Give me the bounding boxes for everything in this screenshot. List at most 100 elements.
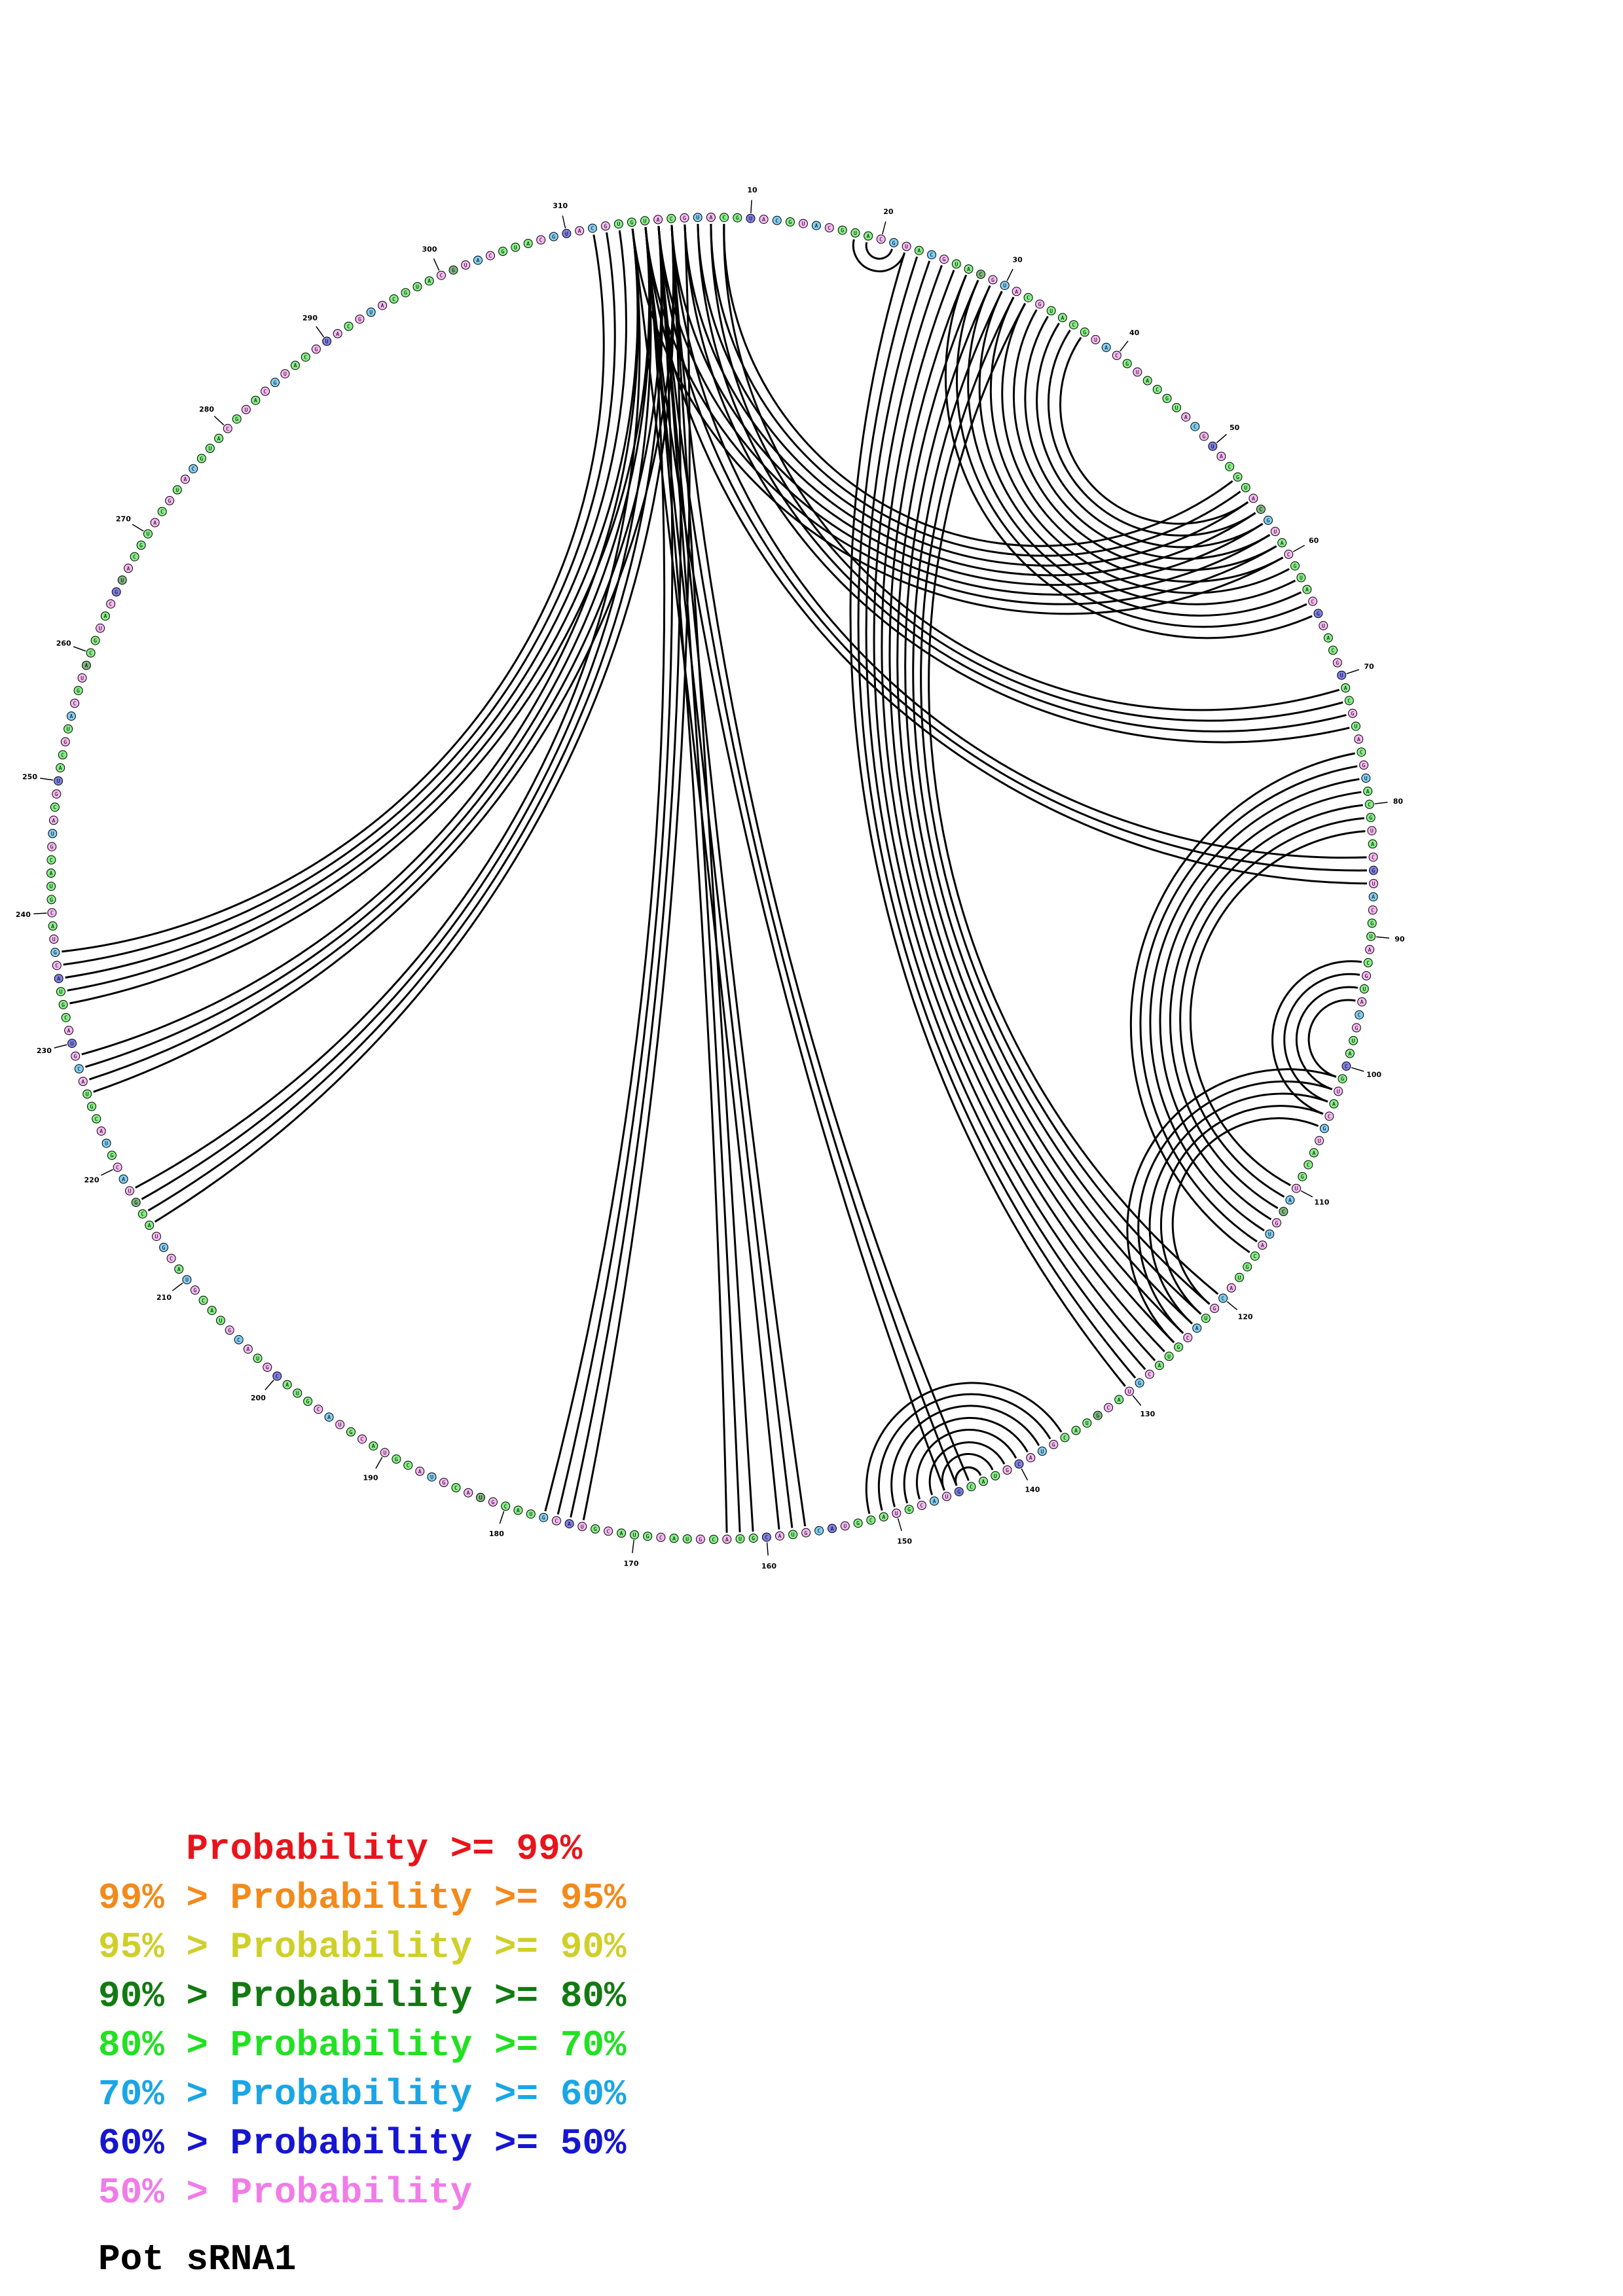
nucleotide (47, 842, 57, 852)
nucleotide-letter: G (1336, 660, 1339, 666)
nucleotide (1162, 393, 1172, 403)
nucleotide (577, 1522, 587, 1532)
nucleotide-letter: C (818, 1528, 821, 1534)
nucleotide (1368, 892, 1378, 902)
nucleotide (523, 239, 533, 248)
tick-label: 160 (761, 1562, 776, 1570)
nucleotide (461, 260, 471, 270)
nucleotide-letter: A (148, 1223, 151, 1229)
legend-label: Probability >= 70% (230, 2024, 627, 2066)
nucleotide (501, 1501, 511, 1511)
nucleotide-letter: A (254, 398, 257, 404)
nucleotide-letter: U (1352, 1038, 1355, 1044)
probability-legend: Probability >= 99% 99% > Probability >= … (98, 1826, 753, 2232)
nucleotide-letter: U (685, 1536, 689, 1542)
structure-title: Pot sRNA1 (98, 2238, 297, 2280)
nucleotide-letter: G (1370, 921, 1374, 927)
base-pair-arc (865, 260, 1146, 1371)
nucleotide (979, 1477, 988, 1486)
base-pair-arc (670, 224, 1367, 859)
nucleotide-letter: G (1275, 1220, 1279, 1226)
nucleotide (152, 1232, 161, 1242)
nucleotide (272, 1371, 282, 1381)
nucleotide (1114, 1395, 1124, 1405)
nucleotide-letter: G (943, 257, 946, 262)
nucleotide-letter: C (1328, 1113, 1331, 1119)
nucleotide-letter: U (843, 1523, 847, 1529)
nucleotide-letter: A (285, 1382, 289, 1388)
nucleotide (1142, 376, 1152, 386)
nucleotide (709, 1535, 719, 1544)
nucleotide-letter: G (1125, 361, 1129, 367)
nucleotide-letter: C (1107, 1405, 1110, 1411)
nucleotide (261, 386, 270, 396)
nucleotide (1302, 584, 1312, 594)
nucleotide (1210, 1304, 1220, 1313)
nucleotide-letter: A (327, 1414, 331, 1420)
tick-mark (1132, 1395, 1142, 1406)
nucleotide (1341, 683, 1351, 692)
nucleotide (412, 282, 422, 291)
nucleotide (182, 1275, 192, 1285)
nucleotide-letter: A (59, 765, 62, 771)
nucleotide-letter: G (699, 1537, 702, 1543)
base-pair-arc (1171, 1117, 1319, 1305)
nucleotide-letter: C (73, 701, 77, 707)
nucleotide-letter: A (882, 1515, 885, 1520)
nucleotide (1279, 1207, 1288, 1216)
nucleotide-letter: A (294, 363, 297, 368)
nucleotide (119, 1174, 128, 1184)
nucleotide-letter: C (1282, 1209, 1285, 1215)
nucleotide (56, 987, 65, 997)
nucleotide-letter: C (591, 226, 594, 232)
nucleotide (1368, 839, 1377, 849)
nucleotide (656, 1532, 666, 1542)
nucleotide (630, 1530, 640, 1539)
nucleotide (145, 1221, 155, 1230)
nucleotide-letter: U (749, 216, 752, 222)
nucleotide-letter: C (1307, 1162, 1310, 1168)
base-pair-arc (857, 256, 1137, 1379)
base-pair-arc (890, 1405, 1040, 1507)
nucleotide-letter: C (440, 273, 443, 279)
nucleotide (746, 213, 756, 223)
base-pair-arc (81, 228, 640, 1056)
base-pair-arc (62, 234, 605, 953)
nucleotide-letter: A (418, 1469, 422, 1475)
nucleotide (680, 213, 689, 223)
nucleotide (1277, 538, 1287, 548)
nucleotide-letter: A (1348, 1051, 1351, 1057)
nucleotide (301, 352, 310, 362)
nucleotide (1152, 385, 1162, 394)
nucleotide (1112, 351, 1122, 360)
tick-label: 110 (1314, 1198, 1329, 1206)
nucleotide (476, 1492, 485, 1502)
nucleotide-letter: U (51, 831, 54, 837)
nucleotide (78, 1077, 88, 1086)
nucleotide (113, 1162, 122, 1172)
nucleotide-letter: A (1261, 1242, 1264, 1248)
nucleotide (1359, 760, 1369, 770)
nucleotide-letter: A (153, 520, 156, 526)
nucleotide-letter: A (127, 565, 130, 571)
nucleotide (82, 1089, 92, 1099)
nucleotide-letter: G (805, 1530, 808, 1536)
nucleotide (50, 802, 60, 812)
nucleotide-letter: C (1156, 387, 1159, 393)
tick-label: 240 (16, 910, 31, 919)
nucleotide (1323, 633, 1333, 643)
nucleotide-letter: U (57, 778, 60, 784)
nucleotide (904, 1505, 914, 1515)
nucleotide (824, 223, 834, 232)
nucleotide (1332, 658, 1342, 668)
nucleotide (46, 895, 56, 905)
nucleotide (232, 414, 242, 424)
tick-label: 220 (84, 1176, 100, 1185)
nucleotide-letter: U (994, 1473, 997, 1479)
nucleotide-letter: C (1347, 698, 1351, 704)
nucleotide-letter: U (1372, 881, 1376, 887)
nucleotide (666, 213, 676, 223)
nucleotide (270, 378, 280, 387)
nucleotide (876, 234, 886, 244)
base-pair-arc (570, 224, 682, 1518)
